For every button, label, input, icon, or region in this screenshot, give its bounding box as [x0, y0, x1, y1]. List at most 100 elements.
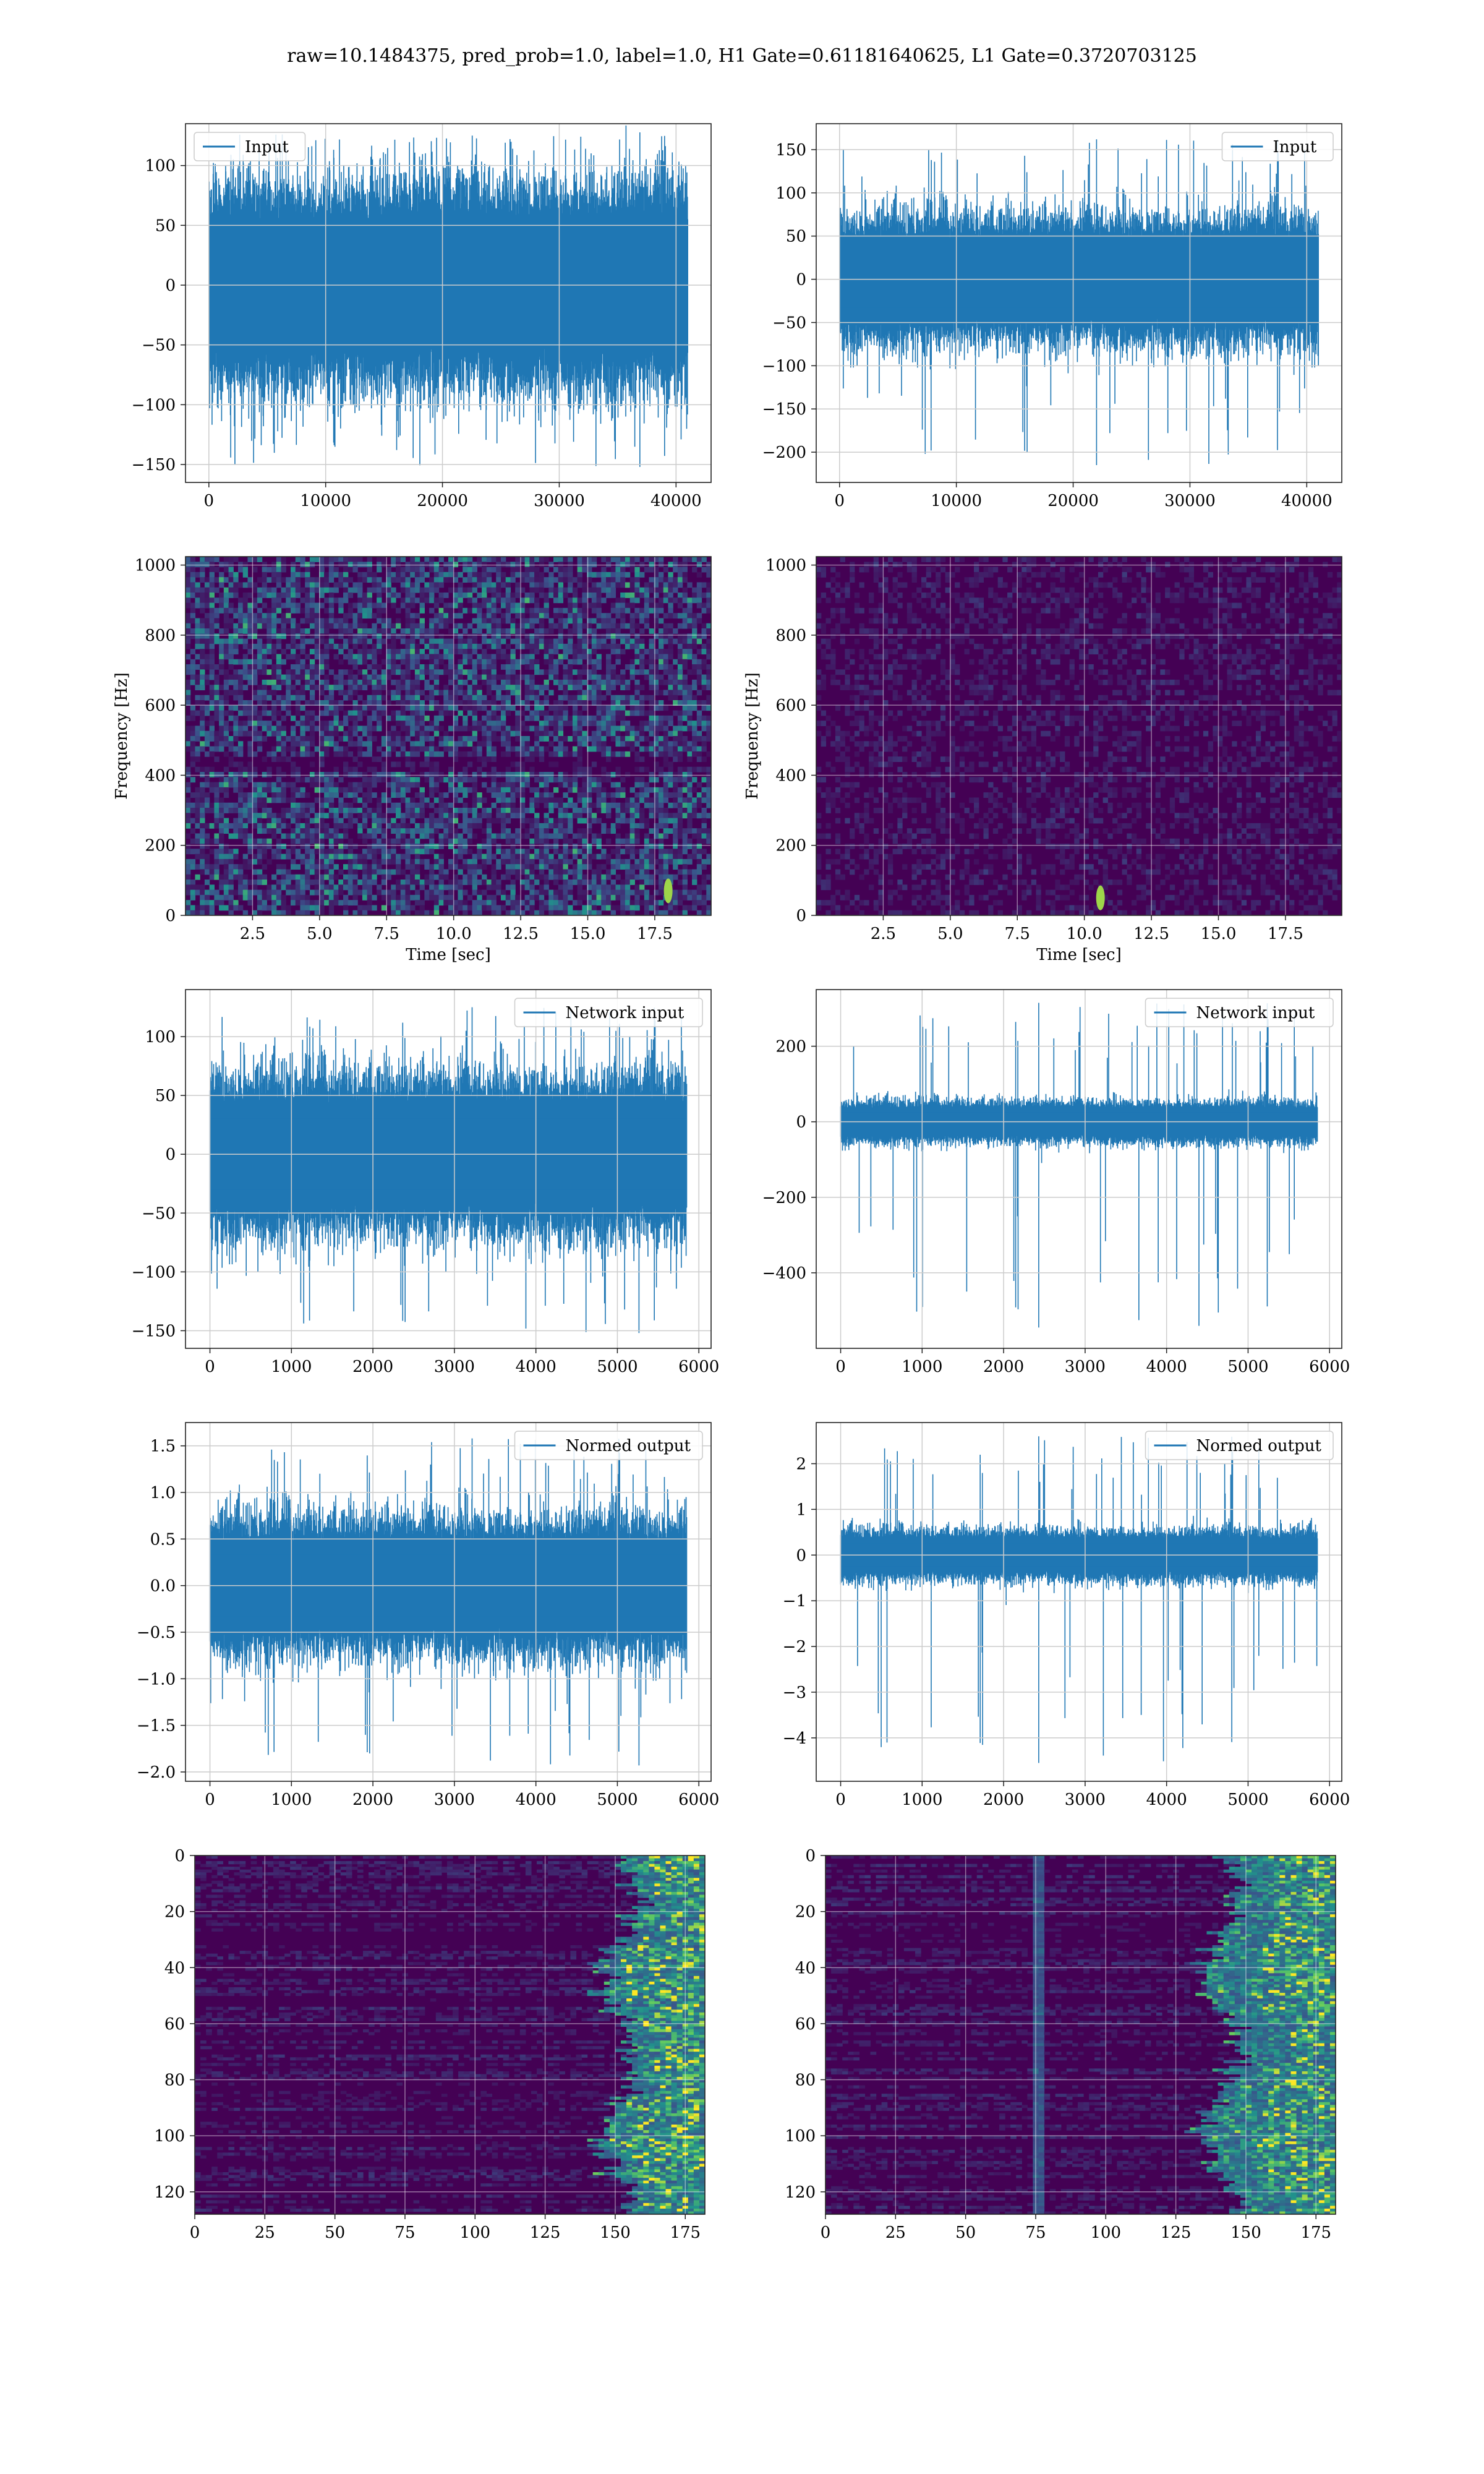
heatmap-cell: [291, 782, 296, 788]
heatmap-cell: [596, 787, 602, 793]
heatmap-cell: [534, 772, 540, 777]
heatmap-cell: [515, 685, 521, 691]
heatmap-cell: [271, 900, 277, 906]
heatmap-cell: [524, 726, 530, 732]
heatmap-cell: [568, 880, 573, 885]
heatmap-cell: [377, 695, 382, 701]
heatmap-cell: [305, 858, 310, 865]
heatmap-cell: [501, 654, 506, 660]
heatmap-cell: [639, 726, 645, 732]
heatmap-cell: [596, 802, 602, 808]
heatmap-cell: [424, 685, 430, 691]
heatmap-cell: [386, 874, 391, 880]
heatmap-cell: [190, 607, 196, 614]
heatmap-cell: [247, 557, 253, 562]
heatmap-cell: [438, 582, 444, 588]
heatmap-cell: [577, 721, 582, 727]
heatmap-cell: [639, 628, 645, 634]
heatmap-cell: [510, 797, 516, 803]
heatmap-cell: [242, 562, 249, 568]
heatmap-cell: [419, 833, 425, 839]
heatmap-cell: [433, 884, 440, 891]
heatmap-cell: [414, 730, 420, 737]
heatmap-cell: [314, 613, 320, 619]
heatmap-cell: [463, 823, 468, 829]
heatmap-cell: [291, 695, 296, 701]
heatmap-cell: [644, 869, 650, 875]
heatmap-cell: [267, 669, 272, 675]
heatmap-cell: [491, 628, 497, 634]
heatmap-cell: [539, 700, 545, 706]
heatmap-cell: [482, 602, 487, 609]
heatmap-cell: [247, 858, 253, 865]
heatmap-cell: [534, 874, 540, 880]
heatmap-cell: [381, 772, 387, 777]
heatmap-cell: [568, 664, 573, 670]
heatmap-cell: [200, 659, 205, 665]
heatmap-cell: [524, 880, 530, 885]
heatmap-cell: [519, 818, 526, 824]
heatmap-cell: [654, 690, 659, 696]
heatmap-cell: [472, 705, 477, 711]
heatmap-cell: [501, 571, 506, 578]
heatmap-cell: [496, 808, 501, 813]
heatmap-cell: [377, 797, 382, 803]
heatmap-cell: [405, 756, 411, 763]
heatmap-cell: [214, 618, 220, 624]
heatmap-cell: [252, 730, 258, 737]
heatmap-cell: [534, 633, 540, 640]
heatmap-cell: [252, 705, 258, 711]
heatmap-cell: [544, 628, 549, 634]
heatmap-cell: [319, 562, 325, 568]
heatmap-cell: [634, 736, 640, 742]
heatmap-cell: [309, 858, 315, 865]
heatmap-cell: [625, 818, 631, 824]
heatmap-cell: [472, 858, 477, 865]
heatmap-cell: [639, 787, 645, 793]
heatmap-cell: [238, 813, 244, 819]
heatmap-cell: [649, 844, 654, 849]
heatmap-cell: [433, 730, 440, 737]
heatmap-cell: [209, 730, 215, 737]
heatmap-cell: [200, 643, 205, 649]
heatmap-cell: [267, 613, 272, 619]
heatmap-cell: [563, 777, 568, 783]
heatmap-cell: [544, 900, 549, 906]
heatmap-cell: [410, 613, 416, 619]
heatmap-cell: [539, 833, 545, 839]
heatmap-cell: [410, 633, 416, 640]
heatmap-cell: [433, 618, 440, 624]
heatmap-cell: [200, 654, 205, 660]
heatmap-cell: [544, 710, 549, 716]
heatmap-cell: [328, 587, 335, 593]
heatmap-cell: [629, 593, 635, 598]
heatmap-cell: [377, 577, 382, 583]
heatmap-cell: [524, 746, 530, 752]
heatmap-cell: [424, 726, 430, 732]
heatmap-cell: [348, 808, 354, 813]
heatmap-cell: [463, 736, 468, 742]
heatmap-cell: [381, 869, 387, 875]
heatmap-cell: [539, 726, 545, 732]
heatmap-cell: [577, 858, 582, 865]
heatmap-cell: [372, 602, 377, 609]
heatmap-cell: [472, 777, 477, 783]
heatmap-cell: [348, 715, 354, 721]
heatmap-cell: [472, 910, 477, 915]
heatmap-cell: [639, 823, 645, 829]
heatmap-cell: [558, 910, 564, 915]
heatmap-cell: [553, 838, 559, 844]
heatmap-cell: [558, 623, 564, 629]
heatmap-cell: [629, 557, 635, 562]
heatmap-cell: [195, 864, 200, 870]
heatmap-cell: [204, 593, 210, 598]
heatmap-cell: [419, 710, 425, 716]
heatmap-cell: [477, 900, 482, 906]
heatmap-cell: [286, 874, 291, 880]
heatmap-cell: [629, 787, 635, 793]
heatmap-cell: [534, 602, 540, 609]
heatmap-cell: [405, 880, 411, 885]
heatmap-cell: [458, 690, 463, 696]
heatmap-cell: [386, 649, 391, 655]
heatmap-cell: [242, 726, 249, 732]
